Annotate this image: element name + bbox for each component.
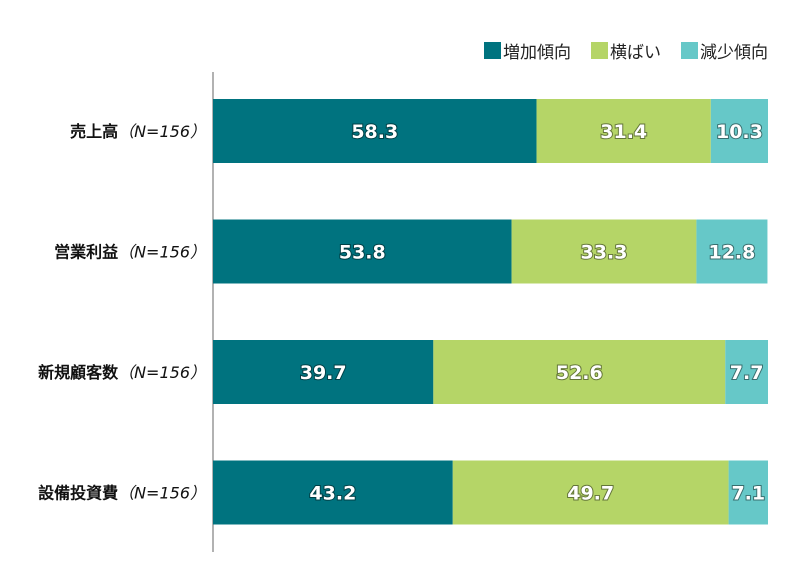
legend: 増加傾向 横ばい 減少傾向 [484, 38, 768, 63]
legend-swatch-flat [591, 42, 608, 59]
legend-item-flat: 横ばい [591, 38, 661, 63]
bar-segment [536, 99, 711, 163]
category-label: 新規顧客数（N=156） [38, 363, 206, 382]
bar-segment [452, 460, 729, 525]
bar-segment [696, 219, 768, 284]
data-label: 53.8 [339, 242, 386, 264]
legend-swatch-decrease [681, 42, 698, 59]
legend-label-flat: 横ばい [610, 43, 661, 63]
data-label: 52.6 [556, 362, 603, 384]
data-label: 12.8 [708, 242, 755, 264]
category-label: 売上高（N=156） [70, 122, 206, 141]
data-label: 58.3 [351, 121, 398, 143]
category-label: 設備投資費（N=156） [38, 484, 206, 503]
data-label: 33.3 [581, 242, 628, 264]
data-label: 10.3 [716, 121, 763, 143]
legend-item-decrease: 減少傾向 [681, 38, 768, 63]
bar-segment [213, 460, 453, 525]
data-label: 49.7 [567, 483, 614, 505]
bar-segment [710, 99, 768, 163]
bar-segment [433, 340, 726, 404]
data-label: 7.7 [730, 362, 764, 384]
data-label: 7.1 [731, 483, 765, 505]
legend-label-increase: 増加傾向 [503, 43, 571, 63]
bar-segment [213, 219, 512, 284]
data-label: 43.2 [309, 483, 356, 505]
bar-segment [511, 219, 697, 284]
data-label: 39.7 [300, 362, 347, 384]
bar-segment [728, 460, 768, 525]
bar-segment [213, 99, 537, 163]
legend-swatch-increase [484, 42, 501, 59]
category-label: 営業利益（N=156） [54, 243, 206, 262]
data-label: 31.4 [600, 121, 647, 143]
legend-item-increase: 増加傾向 [484, 38, 571, 63]
bar-segment [213, 340, 434, 404]
legend-label-decrease: 減少傾向 [700, 43, 768, 63]
bar-segment [725, 340, 768, 404]
